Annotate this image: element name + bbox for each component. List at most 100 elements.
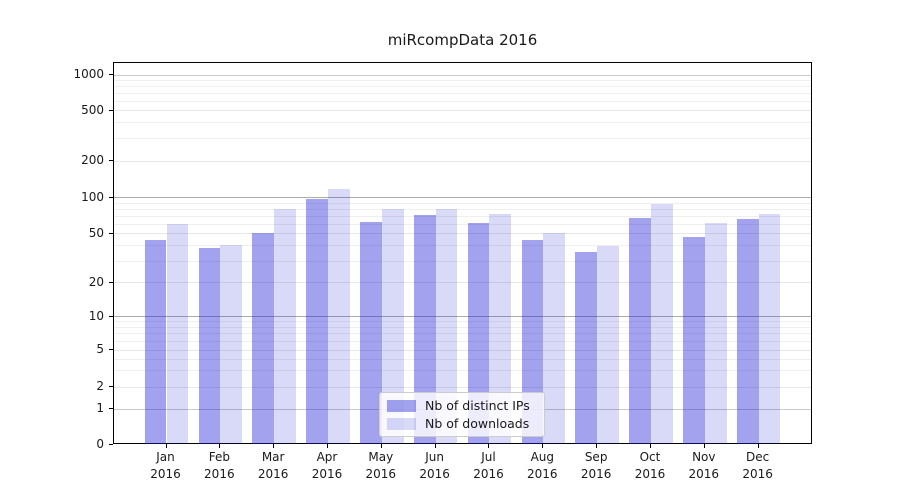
y-tick-mark-20 — [109, 281, 113, 283]
bar-downloads-may — [381, 208, 404, 444]
bar-distinct-ips-mar — [252, 233, 275, 444]
x-tick-label-oct: Oct 2016 — [634, 450, 666, 481]
legend-label-distinct-ips: Nb of distinct IPs — [425, 398, 530, 413]
bar-downloads-apr — [327, 188, 350, 444]
gridline-90 — [114, 202, 811, 204]
gridline-70 — [114, 215, 811, 217]
bar-distinct-ips-jan — [144, 240, 167, 444]
bar-downloads-nov — [704, 222, 727, 444]
x-tick-label-jan: Jan 2016 — [150, 450, 181, 481]
gridline-800 — [114, 85, 811, 87]
x-tick-mark-may — [380, 444, 382, 448]
x-tick-label-sep: Sep 2016 — [580, 450, 612, 481]
gridline-9 — [114, 321, 811, 323]
gridline-2 — [114, 386, 811, 388]
y-tick-label-1: 1 — [96, 401, 104, 416]
bar-downloads-oct — [650, 203, 673, 444]
x-tick-mark-nov — [703, 444, 705, 448]
legend-swatch-distinct-ips — [387, 399, 416, 412]
gridline-500 — [114, 110, 811, 111]
gridline-900 — [114, 79, 811, 81]
bar-downloads-aug — [543, 233, 566, 444]
y-tick-mark-1 — [109, 408, 113, 410]
y-tick-mark-1000 — [109, 74, 113, 75]
gridline-600 — [114, 100, 811, 102]
bar-distinct-ips-sep — [575, 252, 598, 444]
legend-swatch-downloads — [387, 417, 416, 430]
bar-distinct-ips-jul — [467, 222, 490, 444]
x-tick-mark-feb — [219, 444, 221, 448]
x-tick-label-mar: Mar 2016 — [257, 450, 289, 481]
bar-distinct-ips-may — [360, 222, 382, 444]
y-tick-mark-200 — [109, 160, 113, 161]
x-tick-label-aug: Aug 2016 — [527, 450, 558, 481]
bar-downloads-feb — [220, 245, 243, 444]
plot-area — [113, 62, 812, 444]
x-tick-label-nov: Nov 2016 — [688, 450, 720, 481]
y-tick-label-50: 50 — [88, 225, 104, 240]
gridline-20 — [114, 282, 811, 284]
y-tick-mark-50 — [109, 232, 113, 234]
legend: Nb of distinct IPs Nb of downloads — [379, 392, 545, 437]
x-tick-mark-jul — [488, 444, 490, 448]
y-tick-label-200: 200 — [81, 153, 104, 167]
gridline-40 — [114, 245, 811, 247]
y-tick-mark-10 — [109, 315, 113, 317]
bar-distinct-ips-nov — [683, 236, 705, 444]
y-tick-mark-500 — [109, 109, 113, 111]
gridline-200 — [114, 160, 811, 162]
bar-distinct-ips-jun — [413, 214, 436, 444]
legend-item-downloads: Nb of downloads — [387, 416, 537, 431]
bar-downloads-mar — [274, 208, 296, 444]
gridline-4 — [114, 358, 811, 360]
y-tick-mark-5 — [109, 349, 113, 351]
gridline-700 — [114, 92, 811, 94]
y-tick-label-0: 0 — [96, 436, 104, 451]
bar-downloads-jul — [489, 214, 512, 444]
x-tick-mark-apr — [326, 444, 328, 448]
gridline-50 — [114, 233, 811, 235]
gridline-80 — [114, 208, 811, 210]
x-tick-label-jun: Jun 2016 — [419, 450, 450, 481]
bars-layer — [114, 63, 811, 444]
y-tick-label-2: 2 — [96, 379, 104, 393]
y-tick-label-1000: 1000 — [73, 67, 104, 81]
bar-downloads-jun — [435, 209, 458, 444]
gridline-60 — [114, 223, 811, 225]
x-tick-mark-jun — [434, 444, 436, 448]
y-tick-label-100: 100 — [81, 189, 104, 204]
gridline-1000 — [114, 74, 811, 76]
bar-distinct-ips-apr — [306, 198, 328, 444]
y-tick-mark-100 — [109, 196, 113, 198]
x-tick-mark-sep — [596, 444, 598, 448]
x-tick-mark-oct — [649, 444, 651, 448]
y-tick-mark-0 — [109, 443, 113, 445]
y-tick-label-20: 20 — [88, 274, 104, 289]
gridline-30 — [114, 260, 811, 262]
y-tick-label-500: 500 — [81, 102, 104, 117]
gridline-6 — [114, 340, 811, 342]
legend-item-distinct-ips: Nb of distinct IPs — [387, 398, 537, 413]
gridlines-layer — [114, 63, 811, 443]
x-tick-label-dec: Dec 2016 — [742, 450, 773, 481]
x-tick-mark-mar — [273, 444, 275, 448]
y-tick-label-5: 5 — [96, 342, 104, 357]
bar-distinct-ips-oct — [629, 217, 651, 444]
bar-downloads-jan — [166, 223, 189, 444]
gridline-300 — [114, 138, 811, 140]
bar-distinct-ips-dec — [736, 218, 759, 444]
gridline-100 — [114, 197, 811, 199]
chart-title: miRcompData 2016 — [387, 31, 538, 49]
x-tick-label-may: May 2016 — [365, 450, 397, 481]
gridline-8 — [114, 327, 811, 329]
gridline-400 — [114, 122, 811, 124]
bar-distinct-ips-feb — [198, 247, 221, 444]
y-tick-label-10: 10 — [88, 308, 104, 323]
legend-label-downloads: Nb of downloads — [425, 416, 530, 431]
x-tick-mark-jan — [165, 444, 167, 448]
x-tick-label-jul: Jul 2016 — [473, 450, 504, 481]
gridline-5 — [114, 349, 811, 351]
